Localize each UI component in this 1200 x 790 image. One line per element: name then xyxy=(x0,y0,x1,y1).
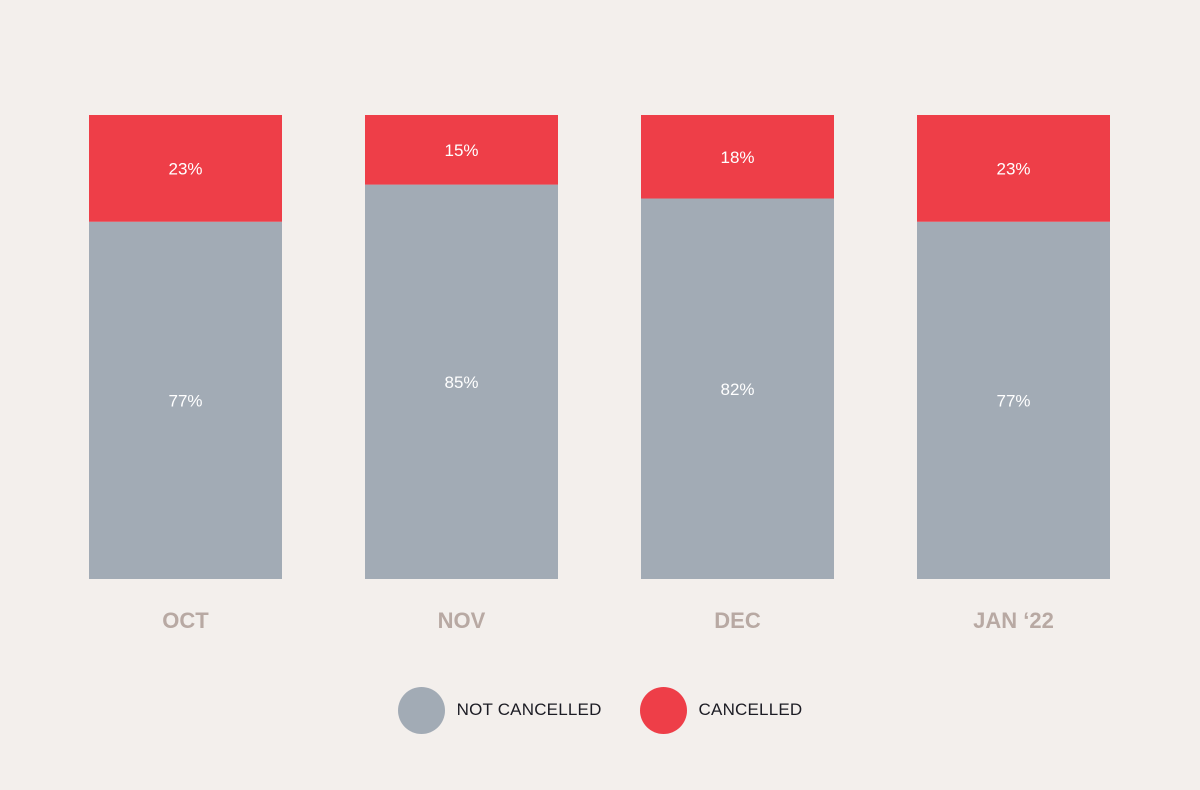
category-label-0: OCT xyxy=(162,608,209,633)
category-label-3: JAN ‘22 xyxy=(973,608,1054,633)
bar-not-cancelled-1 xyxy=(365,184,558,579)
bar-cancelled-2 xyxy=(641,115,834,199)
bar-not-cancelled-3 xyxy=(917,221,1110,579)
bar-cancelled-0 xyxy=(89,115,282,222)
data-label-not-cancelled-0: 77% xyxy=(168,391,202,410)
legend-swatch-not-cancelled xyxy=(397,686,445,734)
bar-not-cancelled-0 xyxy=(89,221,282,579)
legend-item-cancelled: CANCELLED xyxy=(639,686,803,734)
data-label-cancelled-2: 18% xyxy=(720,148,754,167)
data-label-not-cancelled-1: 85% xyxy=(444,373,478,392)
data-label-cancelled-3: 23% xyxy=(996,159,1030,178)
legend-label-cancelled: CANCELLED xyxy=(698,700,803,719)
bar-cancelled-3 xyxy=(917,115,1110,222)
data-label-not-cancelled-2: 82% xyxy=(720,380,754,399)
bar-cancelled-1 xyxy=(365,115,558,185)
data-label-not-cancelled-3: 77% xyxy=(996,391,1030,410)
legend-label-not-cancelled: NOT CANCELLED xyxy=(456,700,602,719)
data-label-cancelled-1: 15% xyxy=(444,141,478,160)
legend-swatch-cancelled xyxy=(639,686,687,734)
category-label-2: DEC xyxy=(714,608,761,633)
data-label-cancelled-0: 23% xyxy=(168,159,202,178)
category-label-1: NOV xyxy=(438,608,486,633)
bar-not-cancelled-2 xyxy=(641,198,834,579)
legend-item-not-cancelled: NOT CANCELLED xyxy=(397,686,602,734)
chart-legend: NOT CANCELLED CANCELLED xyxy=(0,686,1200,734)
